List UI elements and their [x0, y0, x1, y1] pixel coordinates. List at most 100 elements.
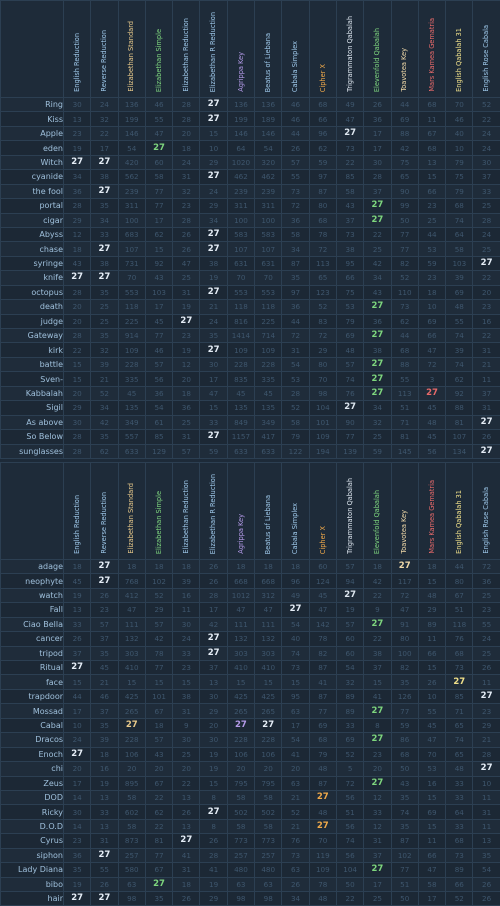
gematria-value[interactable]: 38 [336, 242, 363, 256]
gematria-value[interactable]: 20 [64, 762, 91, 776]
gematria-value[interactable]: 410 [227, 661, 254, 675]
phrase-label[interactable]: Zeus [1, 776, 64, 790]
gematria-value[interactable]: 70 [309, 372, 336, 386]
gematria-value[interactable]: 37 [336, 213, 363, 227]
gematria-value[interactable]: 75 [446, 170, 473, 184]
gematria-value[interactable]: 68 [309, 98, 336, 112]
gematria-value-match[interactable]: 27 [255, 718, 282, 732]
phrase-label[interactable]: tripod [1, 646, 64, 660]
gematria-value[interactable]: 225 [118, 314, 145, 328]
gematria-value[interactable]: 77 [145, 848, 172, 862]
phrase-label[interactable]: the fool [1, 184, 64, 198]
gematria-value[interactable]: 31 [364, 834, 391, 848]
gematria-value[interactable]: 21 [91, 675, 118, 689]
gematria-value-match[interactable]: 27 [91, 242, 118, 256]
gematria-value[interactable]: 18 [173, 877, 200, 891]
gematria-value-match[interactable]: 27 [446, 675, 473, 689]
gematria-value[interactable]: 79 [282, 430, 309, 444]
gematria-value[interactable]: 773 [227, 834, 254, 848]
gematria-value[interactable]: 13 [64, 112, 91, 126]
gematria-value[interactable]: 32 [173, 184, 200, 198]
gematria-value[interactable]: 12 [64, 227, 91, 241]
gematria-value[interactable]: 22 [473, 329, 500, 343]
gematria-value[interactable]: 20 [200, 718, 227, 732]
gematria-value[interactable]: 31 [173, 704, 200, 718]
gematria-value[interactable]: 21 [282, 790, 309, 804]
gematria-value[interactable]: 26 [473, 892, 500, 906]
gematria-value[interactable]: 47 [309, 603, 336, 617]
gematria-value[interactable]: 33 [91, 227, 118, 241]
gematria-value[interactable]: 23 [173, 329, 200, 343]
gematria-value[interactable]: 15 [145, 675, 172, 689]
gematria-value[interactable]: 47 [336, 112, 363, 126]
gematria-value[interactable]: 48 [309, 762, 336, 776]
cipher-column-header[interactable]: English Rose Cabala [473, 462, 500, 559]
gematria-value[interactable]: 67 [145, 863, 172, 877]
gematria-value[interactable]: 113 [391, 386, 418, 400]
gematria-value[interactable]: 24 [473, 141, 500, 155]
gematria-value[interactable]: 22 [173, 776, 200, 790]
gematria-value[interactable]: 90 [391, 184, 418, 198]
gematria-value[interactable]: 69 [418, 805, 445, 819]
cipher-column-header[interactable]: Mars Kamea Gematria [418, 462, 445, 559]
gematria-value[interactable]: 26 [282, 141, 309, 155]
gematria-value-match[interactable]: 27 [145, 877, 172, 891]
gematria-value[interactable]: 98 [255, 892, 282, 906]
gematria-value[interactable]: 79 [336, 314, 363, 328]
gematria-value-match[interactable]: 27 [91, 892, 118, 906]
gematria-value-match[interactable]: 27 [282, 603, 309, 617]
gematria-value[interactable]: 47 [200, 386, 227, 400]
gematria-value[interactable]: 349 [118, 415, 145, 429]
gematria-value[interactable]: 42 [91, 415, 118, 429]
gematria-value-match[interactable]: 27 [200, 343, 227, 357]
gematria-value[interactable]: 9 [173, 718, 200, 732]
gematria-value[interactable]: 31 [173, 863, 200, 877]
gematria-value-match[interactable]: 27 [91, 155, 118, 169]
gematria-value[interactable]: 14 [64, 790, 91, 804]
gematria-value[interactable]: 15 [227, 675, 254, 689]
gematria-value[interactable]: 72 [473, 559, 500, 573]
gematria-value[interactable]: 100 [391, 646, 418, 660]
gematria-value[interactable]: 87 [309, 661, 336, 675]
gematria-value[interactable]: 66 [309, 112, 336, 126]
gematria-value[interactable]: 76 [446, 632, 473, 646]
gematria-value[interactable]: 68 [446, 646, 473, 660]
phrase-label[interactable]: battle [1, 357, 64, 371]
gematria-value[interactable]: 54 [145, 401, 172, 415]
gematria-value[interactable]: 29 [64, 213, 91, 227]
gematria-value[interactable]: 72 [309, 242, 336, 256]
cipher-column-header[interactable]: Elizabethan Reduction [173, 1, 200, 98]
gematria-value[interactable]: 557 [118, 430, 145, 444]
gematria-value[interactable]: 45 [418, 718, 445, 732]
gematria-value[interactable]: 42 [145, 632, 172, 646]
gematria-value[interactable]: 100 [227, 213, 254, 227]
phrase-label[interactable]: Ring [1, 98, 64, 112]
gematria-value[interactable]: 24 [173, 632, 200, 646]
gematria-value[interactable]: 37 [200, 661, 227, 675]
gematria-value[interactable]: 85 [446, 689, 473, 703]
gematria-value[interactable]: 21 [200, 300, 227, 314]
gematria-value-match[interactable]: 27 [200, 646, 227, 660]
gematria-value[interactable]: 13 [418, 155, 445, 169]
gematria-value[interactable]: 70 [255, 271, 282, 285]
gematria-value[interactable]: 18 [64, 242, 91, 256]
gematria-value[interactable]: 91 [391, 617, 418, 631]
gematria-value[interactable]: 62 [446, 372, 473, 386]
gematria-value[interactable]: 49 [282, 588, 309, 602]
gematria-value[interactable]: 36 [64, 184, 91, 198]
gematria-value[interactable]: 47 [145, 126, 172, 140]
gematria-value[interactable]: 79 [446, 184, 473, 198]
gematria-value[interactable]: 13 [173, 790, 200, 804]
gematria-value[interactable]: 31 [91, 834, 118, 848]
gematria-value[interactable]: 29 [145, 603, 172, 617]
gematria-value[interactable]: 19 [200, 762, 227, 776]
gematria-value[interactable]: 59 [418, 256, 445, 270]
gematria-value[interactable]: 15 [364, 675, 391, 689]
phrase-label[interactable]: Cyrus [1, 834, 64, 848]
gematria-value[interactable]: 19 [336, 603, 363, 617]
gematria-value[interactable]: 134 [446, 444, 473, 458]
gematria-value[interactable]: 24 [200, 314, 227, 328]
gematria-value[interactable]: 18 [173, 559, 200, 573]
